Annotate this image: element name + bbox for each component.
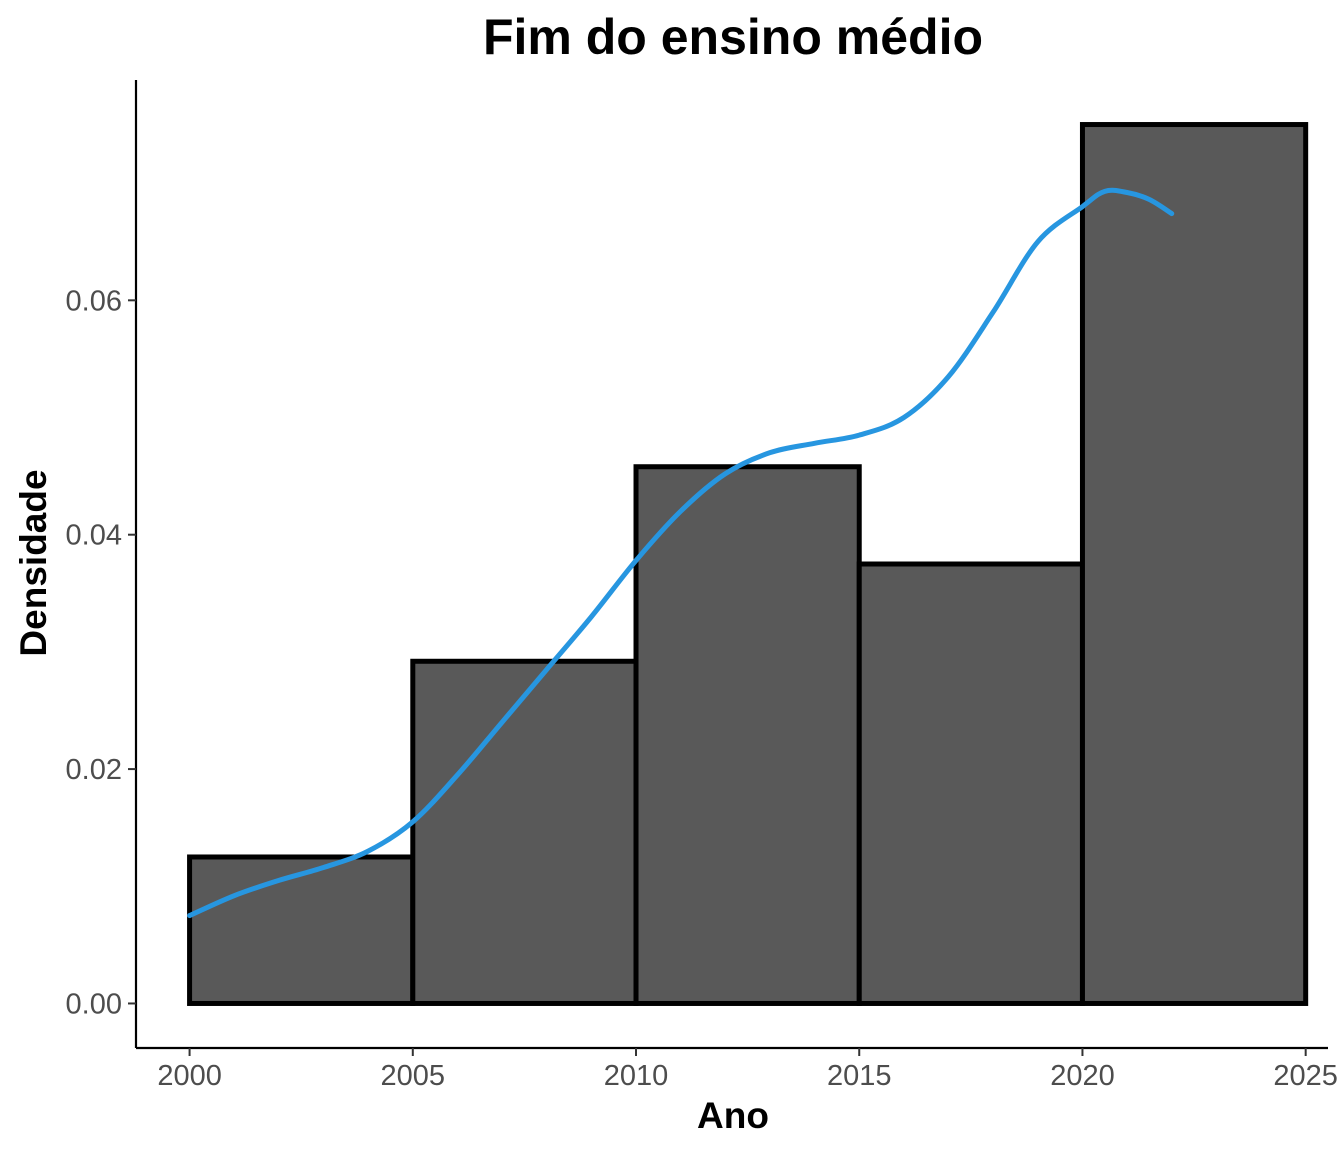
x-axis-title: Ano — [697, 1095, 769, 1136]
y-tick-label: 0.06 — [66, 285, 122, 317]
histogram-bar-1 — [187, 854, 416, 1006]
x-axis-ticks: 2000 2005 2010 2015 2020 2025 — [157, 1048, 1338, 1092]
x-tick-label: 2015 — [827, 1060, 892, 1092]
chart-title: Fim do ensino médio — [483, 9, 983, 65]
histogram-bar-2 — [410, 658, 639, 1006]
x-tick-label: 2025 — [1273, 1060, 1338, 1092]
x-tick-label: 2010 — [604, 1060, 669, 1092]
density-curve — [187, 187, 1175, 919]
x-tick-label: 2000 — [157, 1060, 222, 1092]
x-tick-label: 2020 — [1050, 1060, 1115, 1092]
histogram-bar-5 — [1079, 122, 1309, 1006]
histogram-bar-4 — [856, 561, 1085, 1006]
histogram-bars — [187, 122, 1309, 1006]
y-tick-label: 0.02 — [66, 754, 122, 786]
y-tick-label: 0.00 — [66, 988, 122, 1020]
y-tick-label: 0.04 — [66, 520, 122, 552]
x-tick-label: 2005 — [381, 1060, 446, 1092]
y-axis-ticks: 0.00 0.02 0.04 0.06 — [66, 285, 136, 1020]
y-axis-title: Densidade — [13, 469, 54, 656]
histogram-bar-3 — [633, 464, 862, 1006]
